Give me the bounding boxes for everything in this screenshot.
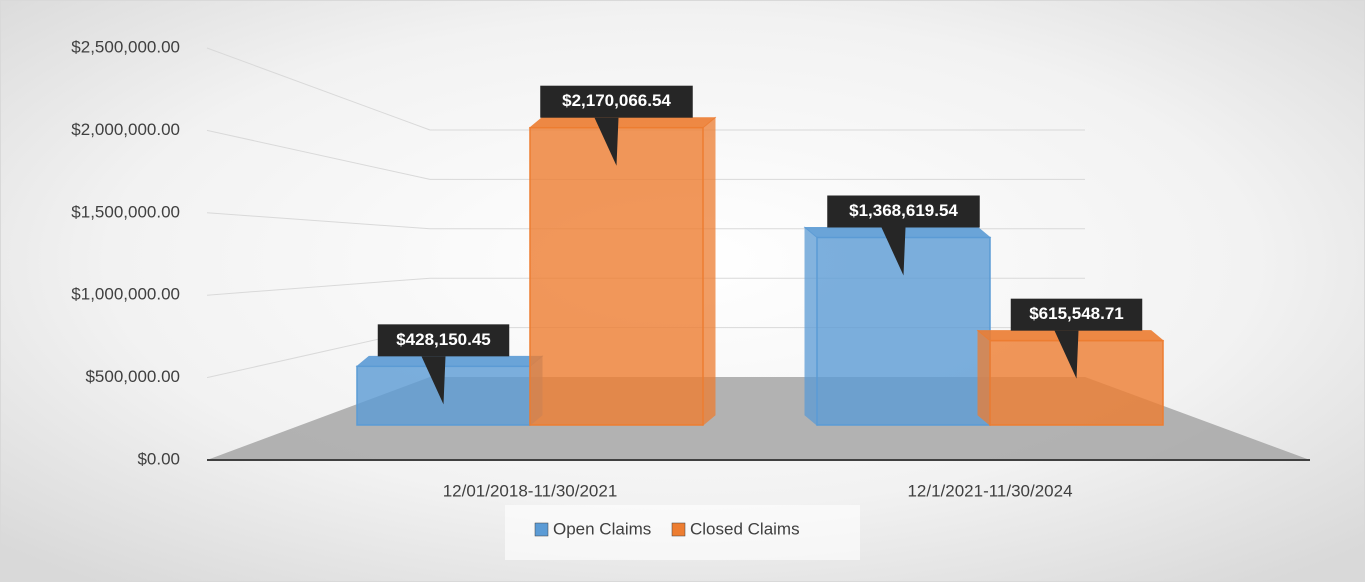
y-tick-label: $1,500,000.00 [71,202,180,221]
legend-swatch [534,522,549,537]
bar-top [528,117,717,129]
label-box [377,324,510,357]
label-box [540,85,693,118]
label-pointer [594,117,619,166]
grid-line [206,129,431,180]
x-tick-label: 12/1/2021-11/30/2024 [907,481,1072,500]
bar-top [355,355,544,367]
legend-label: Open Claims [553,519,651,538]
grid-line [206,277,431,296]
bar-side [804,226,818,427]
y-tick-label: $0.00 [137,449,180,468]
data-label: $2,170,066.54 [562,91,671,110]
grid-line [206,212,431,230]
label-pointer [1054,330,1079,379]
label-box [1010,298,1143,331]
y-tick-label: $2,000,000.00 [71,120,180,139]
y-tick-label: $1,000,000.00 [71,285,180,304]
grid-line [206,47,431,131]
x-tick-label: 12/01/2018-11/30/2021 [443,481,618,500]
y-tick-label: $500,000.00 [85,367,180,386]
data-label: $1,368,619.54 [849,201,958,220]
data-label: $615,548.71 [1029,304,1124,323]
y-tick-label: $2,500,000.00 [71,37,180,56]
label-pointer [881,227,906,276]
bar [529,126,704,426]
label-box [827,195,980,228]
bar-side [977,329,991,427]
bar-side [702,116,716,427]
label-pointer [421,356,446,405]
legend-label: Closed Claims [690,519,800,538]
data-label: $428,150.45 [396,330,491,349]
legend-swatch [671,522,686,537]
